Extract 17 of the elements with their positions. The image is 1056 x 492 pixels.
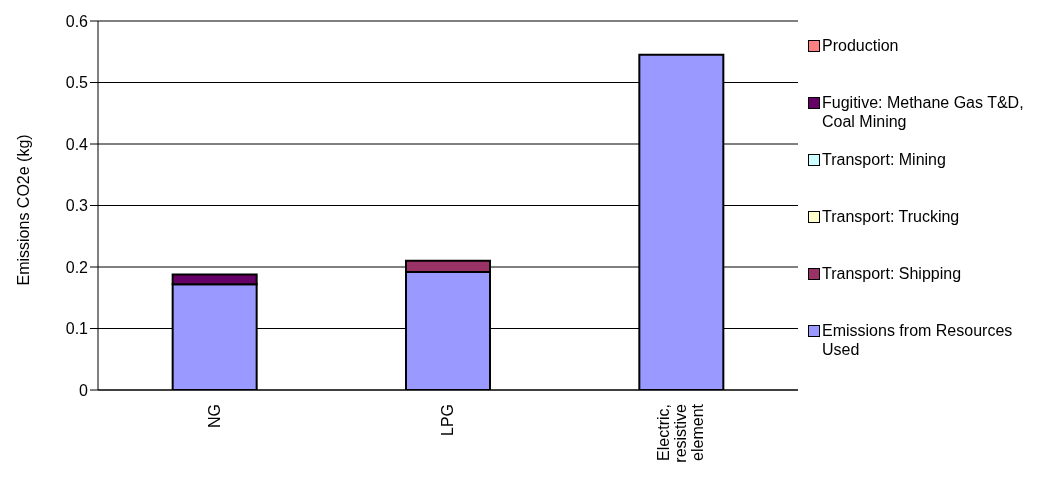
y-tick-label: 0.3: [65, 197, 89, 215]
legend-label: Production: [822, 36, 899, 55]
y-tick-label: 0: [79, 381, 89, 399]
x-tick-label: NG: [205, 404, 223, 428]
legend-label: Transport: Shipping: [822, 264, 962, 283]
x-tick-label: LPG: [439, 404, 456, 437]
y-tick-label: 0.6: [65, 12, 89, 30]
y-tick-label: 0.5: [65, 74, 89, 92]
legend-label: Transport: Trucking: [822, 207, 960, 226]
legend-label: Emissions from Resources Used: [822, 321, 1014, 359]
x-tick-label: Electric, resistive element: [655, 403, 707, 463]
y-axis-title: Emissions CO2e (kg): [14, 134, 32, 286]
y-tick-label: 0.4: [65, 135, 89, 153]
y-tick-label: 0.1: [65, 320, 89, 338]
legend-label: Fugitive: Methane Gas T&D, Coal Mining: [822, 93, 1025, 131]
legend-label: Transport: Mining: [822, 150, 946, 169]
y-tick-label: 0.2: [65, 258, 89, 276]
